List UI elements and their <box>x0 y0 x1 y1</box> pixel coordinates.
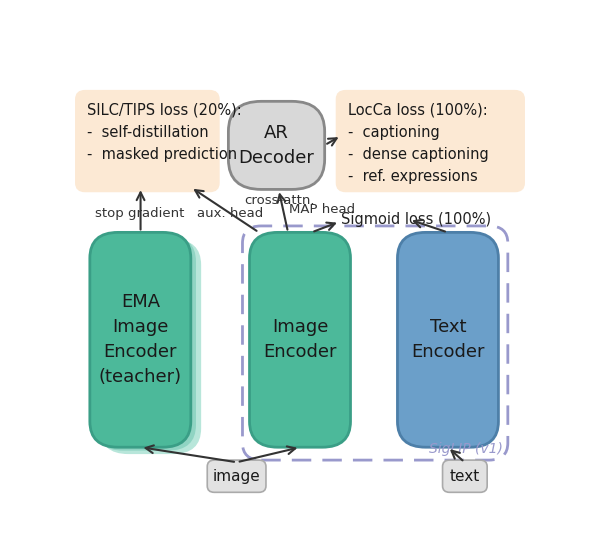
FancyBboxPatch shape <box>100 239 201 454</box>
FancyBboxPatch shape <box>76 90 219 191</box>
Text: MAP head: MAP head <box>288 203 355 216</box>
FancyBboxPatch shape <box>250 232 350 447</box>
Text: cross-attn.: cross-attn. <box>244 194 315 206</box>
FancyBboxPatch shape <box>207 460 266 492</box>
FancyBboxPatch shape <box>336 90 524 191</box>
Text: aux. head: aux. head <box>197 206 263 219</box>
FancyBboxPatch shape <box>398 232 498 447</box>
Text: Text
Encoder: Text Encoder <box>411 318 485 361</box>
Text: AR
Decoder: AR Decoder <box>239 124 315 167</box>
Text: SILC/TIPS loss (20%):
-  self-distillation
-  masked prediction: SILC/TIPS loss (20%): - self-distillatio… <box>87 103 242 162</box>
FancyBboxPatch shape <box>228 102 325 189</box>
Text: EMA
Image
Encoder
(teacher): EMA Image Encoder (teacher) <box>99 294 182 386</box>
Text: image: image <box>213 469 261 484</box>
Text: LocCa loss (100%):
-  captioning
-  dense captioning
-  ref. expressions: LocCa loss (100%): - captioning - dense … <box>348 103 489 184</box>
Text: SigLIP (v1): SigLIP (v1) <box>429 442 503 456</box>
FancyBboxPatch shape <box>95 236 196 451</box>
Text: stop gradient: stop gradient <box>95 206 184 219</box>
Text: text: text <box>450 469 480 484</box>
FancyBboxPatch shape <box>442 460 487 492</box>
FancyBboxPatch shape <box>90 232 191 447</box>
Text: Image
Encoder: Image Encoder <box>263 318 337 361</box>
Text: Sigmoid loss (100%): Sigmoid loss (100%) <box>341 212 491 227</box>
